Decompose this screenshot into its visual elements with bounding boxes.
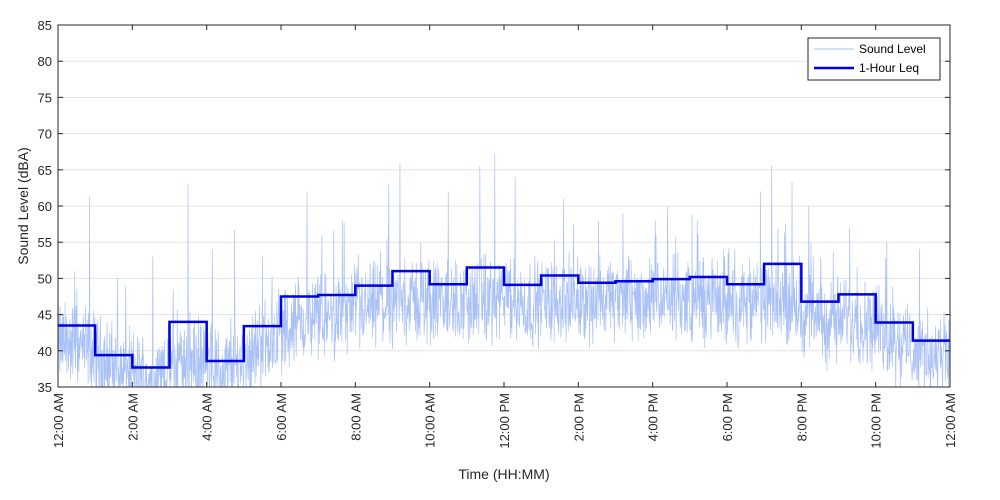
y-tick-label: 40 bbox=[38, 344, 52, 359]
x-axis-title: Time (HH:MM) bbox=[458, 466, 549, 482]
x-tick-label: 2:00 AM bbox=[125, 393, 140, 441]
x-tick-label: 12:00 AM bbox=[51, 393, 66, 448]
y-tick-label: 50 bbox=[38, 271, 52, 286]
x-tick-label: 10:00 AM bbox=[423, 393, 438, 448]
x-tick-label: 10:00 PM bbox=[869, 393, 884, 449]
x-tick-label: 12:00 AM bbox=[943, 393, 958, 448]
x-tick-label: 4:00 PM bbox=[646, 393, 661, 441]
leq-series bbox=[58, 262, 950, 369]
y-tick-label: 75 bbox=[38, 90, 52, 105]
x-tick-label: 2:00 PM bbox=[571, 393, 586, 441]
y-tick-label: 45 bbox=[38, 308, 52, 323]
leq-step-line bbox=[58, 262, 950, 369]
y-tick-label: 35 bbox=[38, 380, 52, 395]
y-tick-label: 55 bbox=[38, 235, 52, 250]
y-tick-label: 65 bbox=[38, 163, 52, 178]
x-tick-label: 4:00 AM bbox=[200, 393, 215, 441]
y-tick-label: 80 bbox=[38, 54, 52, 69]
y-tick-label: 60 bbox=[38, 199, 52, 214]
legend-leq-label: 1-Hour Leq bbox=[859, 61, 919, 75]
x-tick-label: 6:00 AM bbox=[274, 393, 289, 441]
legend-box bbox=[807, 37, 941, 81]
x-tick-label: 8:00 AM bbox=[348, 393, 363, 441]
y-tick-label: 70 bbox=[38, 127, 52, 142]
x-tick-label: 6:00 PM bbox=[720, 393, 735, 441]
legend-sound-level-label: Sound Level bbox=[859, 42, 926, 56]
x-tick-label: 12:00 PM bbox=[497, 393, 512, 449]
x-axis: 12:00 AM 2:00 AM 4:00 AM 6:00 AM 8:00 AM 10:0… bbox=[51, 25, 958, 449]
y-axis-title: Sound Level (dBA) bbox=[15, 147, 31, 265]
y-tick-label: 85 bbox=[38, 18, 52, 33]
x-tick-label: 8:00 PM bbox=[794, 393, 809, 441]
legend: Sound Level 1-Hour Leq bbox=[807, 37, 941, 81]
y-axis: 35 40 45 50 55 60 65 70 75 80 85 bbox=[38, 18, 950, 395]
